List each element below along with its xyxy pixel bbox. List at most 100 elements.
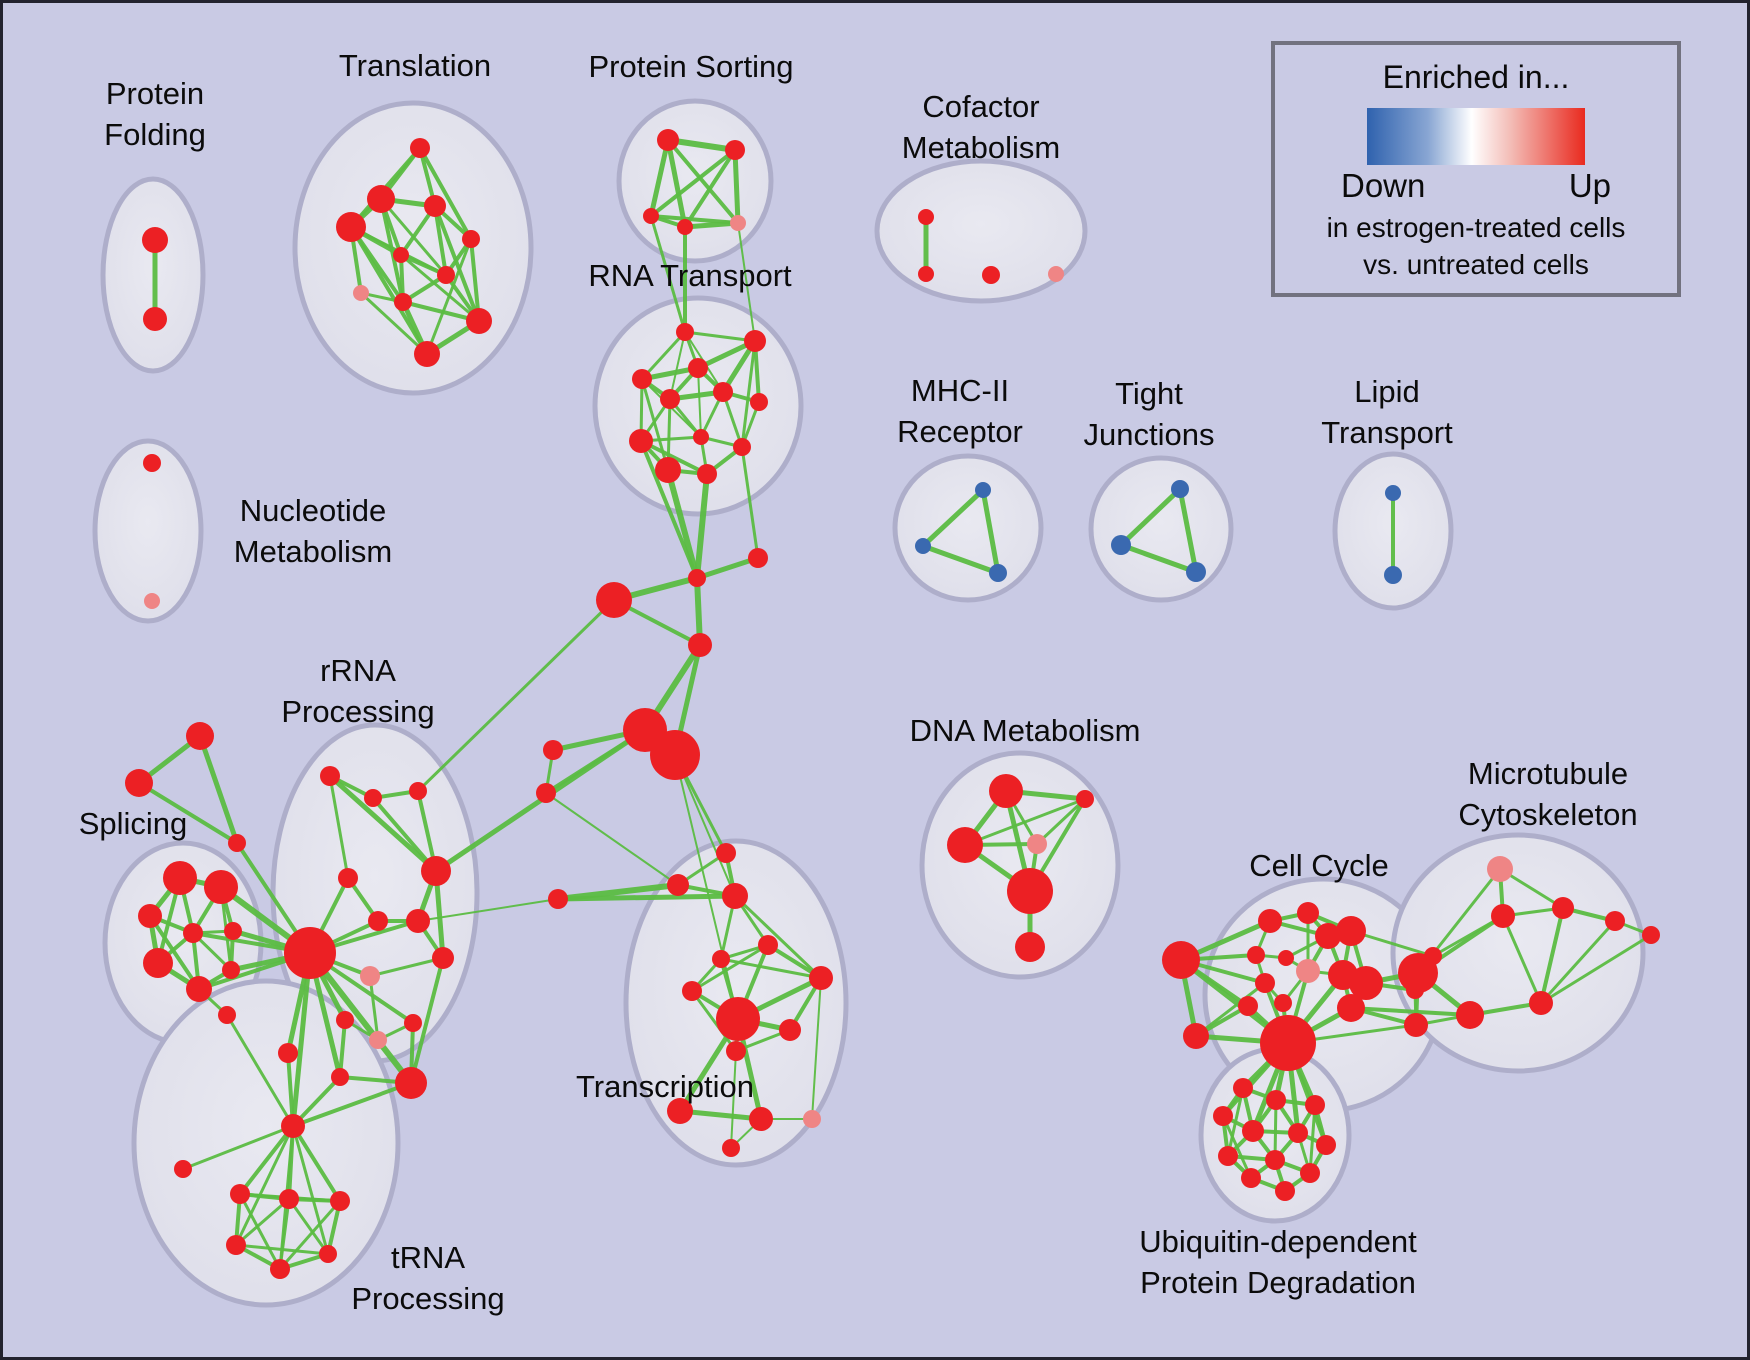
edge-RT9-C1 <box>639 439 699 580</box>
node-T2 <box>367 185 395 213</box>
node-TH <box>281 1114 305 1138</box>
edge-T9-T10 <box>401 300 481 323</box>
cluster-label-tight-junctions-line1: Tight <box>1115 376 1183 411</box>
edge-DM3-DM4 <box>1035 797 1087 846</box>
node-RT2 <box>744 330 766 352</box>
edge-PS1-PS5 <box>666 138 740 225</box>
node-MT5 <box>1456 1001 1484 1029</box>
node-C4 <box>536 783 556 803</box>
cluster-label-lipid-transport-line2: Transport <box>1321 415 1453 450</box>
cluster-label-protein-folding-line2: Folding <box>104 117 206 152</box>
node-CC1 <box>1162 941 1200 979</box>
edge-R1-R17 <box>307 950 414 1086</box>
node-U12 <box>1275 1181 1295 1201</box>
edge-RT2-RT10 <box>740 339 757 449</box>
node-TN9 <box>779 1019 801 1041</box>
cluster-ellipse-tight-junctions <box>1088 455 1234 603</box>
node-T10 <box>466 308 492 334</box>
cluster-label-trna-processing-line1: tRNA <box>391 1240 465 1275</box>
cluster-label-tight-junctions-line2: Junctions <box>1084 417 1215 452</box>
node-R3 <box>364 789 382 807</box>
node-CC3 <box>1258 909 1282 933</box>
edge-TR2-TR3 <box>137 781 239 845</box>
node-TT1 <box>230 1184 250 1204</box>
edge-TJ1-TJ3 <box>1177 486 1199 575</box>
node-T9 <box>394 293 412 311</box>
node-RT4 <box>632 369 652 389</box>
node-R10 <box>360 966 380 986</box>
edge-PS2-PS3 <box>649 148 737 218</box>
node-RT9 <box>629 429 653 453</box>
cluster-label-translation: Translation <box>339 48 491 83</box>
node-C6 <box>688 633 712 657</box>
edge-T1-T5 <box>418 146 473 241</box>
node-TN14 <box>722 1139 740 1157</box>
node-LT2 <box>1384 566 1402 584</box>
edge-T4-T11 <box>349 225 429 356</box>
edge-TT2-TT4 <box>234 1197 291 1247</box>
node-CF2 <box>918 266 934 282</box>
node-CC4 <box>1297 902 1319 924</box>
edge-PS1-PS3 <box>648 137 671 219</box>
cluster-ellipse-cofactor-metabolism <box>874 158 1088 304</box>
node-TN10 <box>726 1041 746 1061</box>
node-RT8 <box>693 429 709 445</box>
node-C1 <box>688 569 706 587</box>
node-NM1 <box>143 454 161 472</box>
edge-RT10-C5 <box>740 445 760 560</box>
edge-R2-R5 <box>328 774 350 880</box>
cluster-ellipse-nucleotide-metabolism <box>92 438 204 624</box>
cluster-label-protein-sorting: Protein Sorting <box>588 49 793 84</box>
node-PS4 <box>677 219 693 235</box>
node-TN12 <box>749 1107 773 1131</box>
node-R15 <box>278 1043 298 1063</box>
node-MT4 <box>1398 953 1438 993</box>
node-SP6 <box>143 948 173 978</box>
node-R11 <box>432 947 454 969</box>
node-RT12 <box>697 464 717 484</box>
node-RT11 <box>655 457 681 483</box>
node-PS2 <box>725 140 745 160</box>
edge-T8-T11 <box>359 291 429 356</box>
node-MT7 <box>1605 911 1625 931</box>
cluster-label-splicing: Splicing <box>79 806 188 841</box>
edge-PS3-RT1 <box>649 214 687 334</box>
node-DM1 <box>989 774 1023 808</box>
node-PS5 <box>730 215 746 231</box>
edge-RT1-RT4 <box>640 330 687 381</box>
edge-TN5-TN6 <box>719 957 823 980</box>
node-MH2 <box>915 538 931 554</box>
node-U11 <box>1300 1163 1320 1183</box>
legend-up-label: Up <box>1568 167 1611 204</box>
node-CC2 <box>1183 1023 1209 1049</box>
node-TN6 <box>809 966 833 990</box>
edge-T6-T10 <box>399 253 481 323</box>
node-TR3 <box>228 834 246 852</box>
node-R5 <box>338 868 358 888</box>
edge-T3-T7 <box>433 204 448 277</box>
node-MT2 <box>1552 897 1574 919</box>
edge-T5-T10 <box>469 237 481 323</box>
cluster-label-nucleotide-metabolism-line2: Metabolism <box>234 534 393 569</box>
cluster-label-microtubule-cytoskeleton-line1: Microtubule <box>1468 756 1628 791</box>
edge-DM2-DM3 <box>963 797 1087 847</box>
edge-TT2-TT6 <box>287 1197 330 1256</box>
edge-RT3-RT8 <box>697 367 702 438</box>
edge-RT1-RT5 <box>669 331 686 400</box>
edge-PS1-PS2 <box>665 137 738 153</box>
node-TN3 <box>722 883 748 909</box>
node-TJ2 <box>1111 535 1131 555</box>
node-TN8 <box>716 997 760 1041</box>
edge-R3-R6 <box>371 796 438 873</box>
node-B3 <box>650 730 700 780</box>
node-SP1 <box>163 861 197 895</box>
node-MT3 <box>1491 904 1515 928</box>
edge-RT12-C1 <box>694 471 710 581</box>
cluster-label-mhc-ii-receptor-line1: MHC-II <box>911 373 1009 408</box>
edge-R10-R13 <box>368 974 380 1042</box>
edge-PS1-PS4 <box>665 137 688 230</box>
edge-CC15-MT5 <box>1349 1006 1472 1017</box>
edge-TH-ISO1 <box>181 1124 295 1171</box>
edge-R4-B1 <box>416 598 616 793</box>
edge-TJ1-TJ2 <box>1118 486 1183 548</box>
